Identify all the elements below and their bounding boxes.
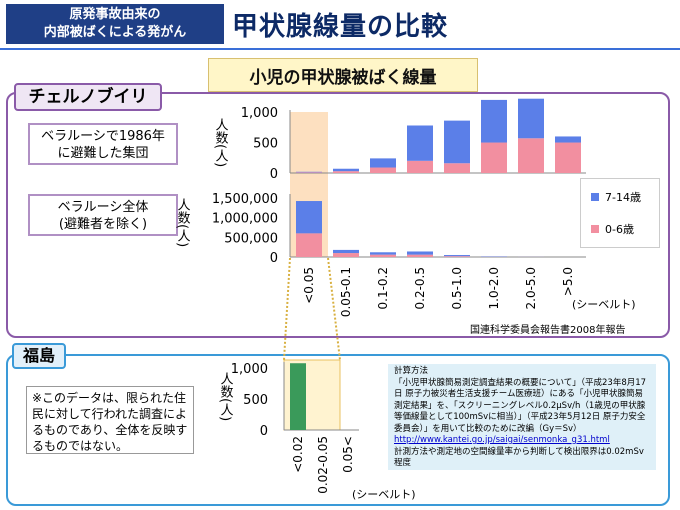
chart2-xtick-label: <0.05 [302,267,316,304]
method-link[interactable]: http://www.kantei.go.jp/saigai/senmonka_… [394,435,610,445]
legend-label-7-14: 7-14歳 [605,191,641,204]
chart1-ytick-label: 0 [270,167,278,182]
chart-legend: 7-14歳 0-6歳 [580,178,660,248]
title-divider [0,48,680,50]
chart1-bar-7-14-5 [481,99,507,143]
chart1-bar-0-6-5 [481,142,507,173]
chart2-ytick-label: 1,500,000 [212,192,278,207]
chart2-bar-7-14-3 [407,251,433,255]
chart1-bar-7-14-1 [333,168,359,172]
chart3-ytick-label: 1,000 [231,362,268,377]
chart3-xtick-label: 0.05< [341,436,355,473]
chart2-ylabel: 人数(人) [175,198,191,247]
chart1-bar-0-6-2 [370,167,396,173]
chart3-ytick-label: 0 [260,424,268,439]
data-caveat: ※このデータは、限られた住民に対して行われた調査によるものであり、全体を反映する… [26,386,194,454]
chart2-xtick-label: 2.0-5.0 [524,267,538,310]
chart2-bar-0-6-4 [444,256,470,257]
chart1-bar-0-6-6 [518,138,544,173]
source-citation: 国連科学委員会報告書2008年報告 [470,325,626,336]
chernobyl-label: チェルノブイリ [14,83,162,111]
chart2-xtick-label: 0.2-0.5 [413,267,427,310]
chart3-ylabel: 人数(人) [218,372,234,421]
legend-swatch-0-6 [591,225,599,233]
chart2-ytick-label: 0 [270,251,278,266]
badge-line-1: 原発事故由来の [69,7,161,22]
chart1-ytick-label: 500 [253,137,278,152]
chart2-bar-0-6-2 [370,254,396,257]
chart2-xtick-label: 0.1-0.2 [376,267,390,310]
chart3-xlabel: (シーベルト) [352,488,416,501]
chart1-bar-7-14-0 [296,171,322,173]
chart1-bar-7-14-3 [407,125,433,161]
chart3-ytick-label: 500 [243,393,268,408]
connector-line-right [327,257,341,361]
chart2-bar-0-6-0 [296,233,322,257]
legend-label-0-6: 0-6歳 [605,223,634,236]
chart1-bar-7-14-6 [518,98,544,139]
group-all-line-1: ベラルーシ全体 [57,200,149,215]
chart1-ylabel: 人数(人) [213,118,229,167]
chernobyl-panel [6,92,670,338]
chart2-bar-7-14-1 [333,249,359,254]
badge-line-2: 内部被ばくによる発がん [43,25,187,40]
chart1-bar-7-14-4 [444,120,470,164]
chart2-bar-7-14-2 [370,252,396,255]
topic-badge: 原発事故由来の 内部被ばくによる発がん [6,4,224,44]
connector-line-left [283,257,291,361]
chart3-xtick-label: <0.02 [291,436,305,473]
fukushima-label: 福島 [12,343,66,369]
chart2-bar-0-6-1 [333,253,359,257]
method-title: 計算方法 [394,366,429,376]
chart1-bar-0-6-0 [296,172,322,173]
chart2-xtick-label: 0.05-0.1 [339,267,353,317]
chart1-bar-7-14-2 [370,158,396,168]
chart1-ytick-label: 1,000 [241,106,278,121]
chart2-xlabel: (シーベルト) [572,298,636,311]
group-evacuated-label: ベラルーシで1986年 に避難した集団 [28,123,178,165]
group-evacuated-line-1: ベラルーシで1986年 [41,129,165,144]
chart2-ytick-label: 500,000 [224,231,278,246]
chart2-bar-7-14-0 [296,201,322,234]
chart1-bar-0-6-7 [555,142,581,173]
subtitle-box [208,58,478,92]
chart1-bar-0-6-1 [333,171,359,173]
chart3-xtick-label: 0.02-0.05 [316,436,330,494]
chart2-bar-0-6-3 [407,254,433,257]
group-all-belarus-label: ベラルーシ全体 (避難者を除く) [28,194,178,236]
chart1-bar-0-6-4 [444,163,470,173]
group-all-line-2: (避難者を除く) [58,217,148,232]
method-note: 計測方法や測定地の空間線量率から判断して検出限界は0.02mSv程度 [394,446,644,469]
fukushima-panel [6,354,670,506]
legend-swatch-7-14 [591,193,599,201]
method-text: 「小児甲状腺簡易測定調査結果の概要について」（平成23年8月17日 原子力被災者… [394,377,647,434]
calculation-method: 計算方法 「小児甲状腺簡易測定調査結果の概要について」（平成23年8月17日 原… [388,364,656,470]
chart2-bar-7-14-4 [444,255,470,257]
chart2-xtick-label: >5.0 [561,267,575,296]
chart2-xtick-label: 0.5-1.0 [450,267,464,310]
group-evacuated-line-2: に避難した集団 [57,146,149,161]
chart2-xtick-label: 1.0-2.0 [487,267,501,310]
chart-subtitle: 小児の甲状腺被ばく線量 [249,68,437,88]
chart3-bar-0 [290,363,306,430]
chart1-bar-7-14-7 [555,136,581,143]
page-title: 甲状腺線量の比較 [232,12,449,42]
chart2-ytick-label: 1,000,000 [212,212,278,227]
chart1-bar-0-6-3 [407,160,433,173]
